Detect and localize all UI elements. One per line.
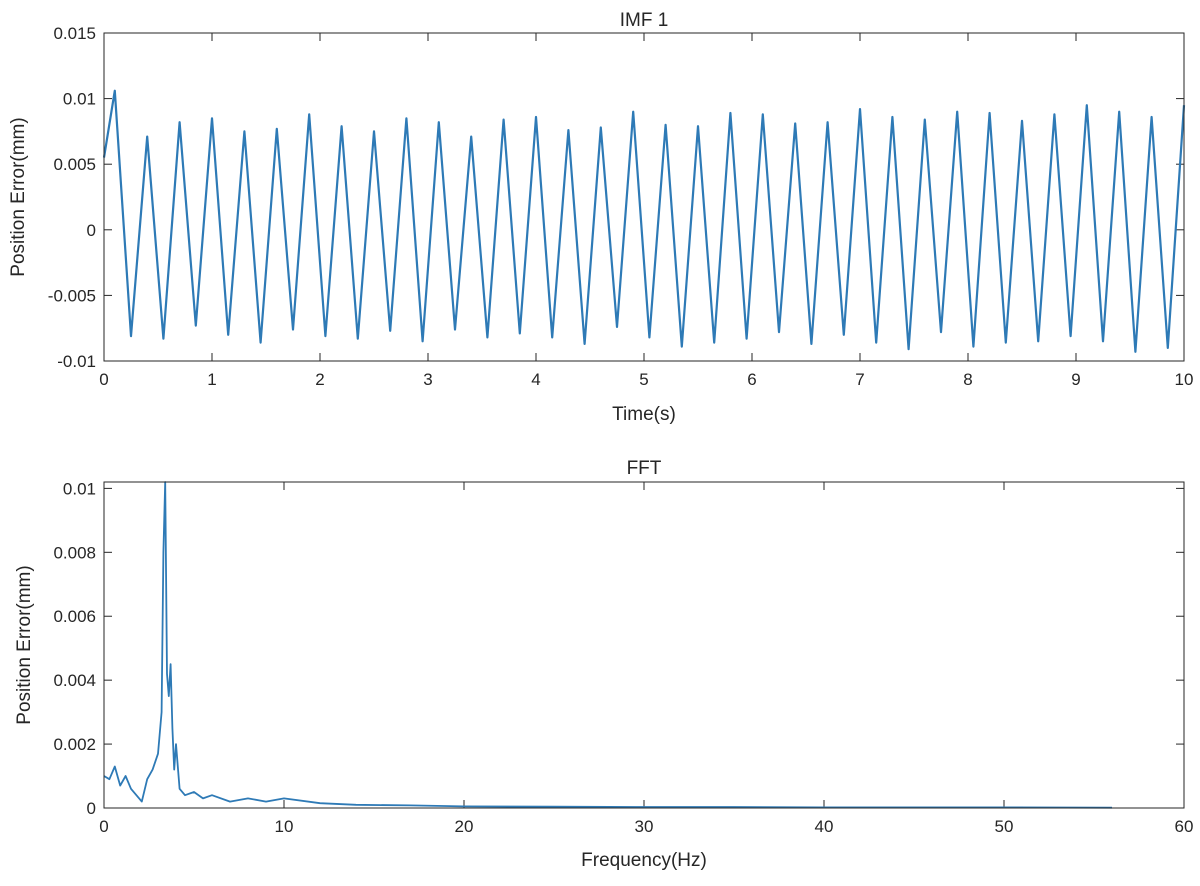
imf1-x-tick-label: 9 [1071,370,1080,389]
imf1-x-tick-label: 4 [531,370,540,389]
fft-y-tick-label: 0.01 [63,479,96,498]
imf1-plot-frame [103,32,1185,362]
fft-chart: FFT 0 10 20 30 40 50 60 0 0.002 0.004 0.006 0.008 0.… [14,458,1193,871]
fft-series-line [103,481,1113,809]
imf1-y-tick-label: -0.01 [57,352,96,371]
imf1-x-tick-label: 1 [207,370,216,389]
imf1-x-axis-label: Time(s) [612,404,676,425]
fft-y-tick-label: 0.008 [53,543,96,562]
imf1-x-tick-label: 8 [963,370,972,389]
imf1-y-tick-label: 0 [87,221,96,240]
fft-x-tick-label: 50 [995,817,1014,836]
imf1-x-tick-label: 6 [747,370,756,389]
fft-x-axis-label: Frequency(Hz) [581,850,707,871]
imf1-y-tick-label: 0.005 [53,155,96,174]
imf1-x-tick-label: 0 [99,370,108,389]
imf1-x-tick-label: 7 [855,370,864,389]
imf1-y-tick-label: 0.01 [63,90,96,109]
fft-x-tick-label: 40 [815,817,834,836]
fft-x-tick-label: 60 [1175,817,1194,836]
imf1-chart: IMF 1 0 1 2 3 4 5 6 7 8 9 10-0.01-0.00500.0050.010… [8,10,1193,425]
imf1-ticks: 0 1 2 3 4 5 6 7 8 9 10 -0.01 -0.005 0 0.005 0.01 0.015 [48,24,1194,389]
fft-y-axis-label: Position Error(mm) [14,565,35,724]
fft-x-tick-label: 0 [99,817,108,836]
fft-x-tick-label: 10 [275,817,294,836]
imf1-y-tick-label: -0.005 [48,286,96,305]
fft-ticks: 0 10 20 30 40 50 60 0 0.002 0.004 0.006 0.008 0.01 [53,479,1193,836]
imf1-y-tick-label: 0.015 [53,24,96,43]
fft-y-tick-label: 0.006 [53,607,96,626]
imf1-x-tick-label: 5 [639,370,648,389]
fft-y-tick-label: 0.004 [53,671,96,690]
fft-x-tick-label: 20 [455,817,474,836]
imf1-x-tick-label: 3 [423,370,432,389]
imf1-x-tick-label: 10 [1175,370,1194,389]
imf1-title: IMF 1 [620,10,669,31]
fft-title: FFT [627,458,662,479]
imf1-series-line [102,89,1186,353]
fft-x-tick-label: 30 [635,817,654,836]
imf1-x-tick-label: 2 [315,370,324,389]
imf1-y-axis-label: Position Error(mm) [8,117,29,276]
fft-plot-frame [103,481,1185,809]
fft-y-tick-label: 0 [87,799,96,818]
fft-y-tick-label: 0.002 [53,735,96,754]
